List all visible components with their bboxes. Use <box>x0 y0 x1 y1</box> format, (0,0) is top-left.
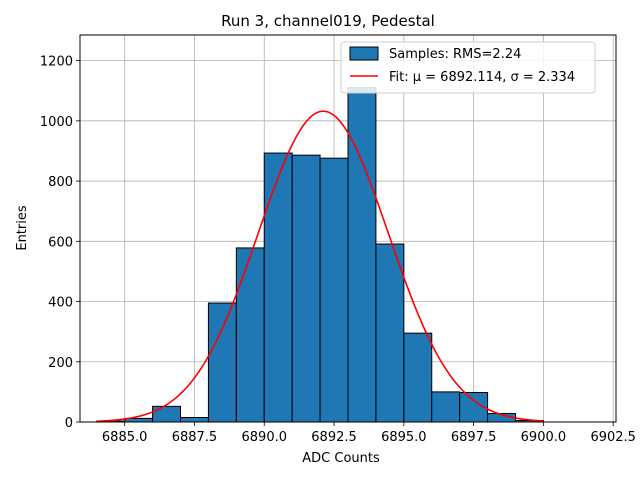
histogram-bar <box>347 87 377 423</box>
axes-frame <box>79 34 617 423</box>
histogram-bar <box>207 302 237 423</box>
y-tick-label: 1200 <box>40 55 73 70</box>
histogram-bar <box>152 405 181 423</box>
x-tick-label: 6892.5 <box>311 430 357 445</box>
histogram-bar <box>291 154 321 423</box>
fit-curve <box>96 110 544 423</box>
chart-title: Run 3, channel019, Pedestal <box>221 12 435 30</box>
histogram-bar <box>431 391 461 423</box>
x-tick-label: 6902.5 <box>590 430 636 445</box>
legend: Samples: RMS=2.24 Fit: μ = 6892.114, σ =… <box>340 41 596 94</box>
x-tick-label: 6895.0 <box>381 430 427 445</box>
legend-samples-label: Samples: RMS=2.24 <box>389 47 521 62</box>
legend-frame <box>340 41 596 94</box>
legend-samples-patch <box>349 46 379 61</box>
y-tick-label: 1000 <box>40 115 73 130</box>
y-tick-label: 200 <box>48 356 73 371</box>
y-axis-ticks: 0 200 400 600 800 1000 1200 <box>40 55 80 431</box>
x-tick-label: 6885.0 <box>102 430 148 445</box>
legend-fit-label: Fit: μ = 6892.114, σ = 2.334 <box>389 70 575 85</box>
histogram-bar <box>375 243 405 423</box>
x-axis-label: ADC Counts <box>302 451 380 466</box>
plot-area <box>79 34 617 423</box>
y-tick-label: 800 <box>48 175 73 190</box>
x-axis-ticks: 6885.0 6887.5 6890.0 6892.5 6895.0 6897.5 6900… <box>102 422 636 445</box>
histogram-bar <box>319 157 349 423</box>
x-tick-label: 6897.5 <box>451 430 497 445</box>
histogram-bar <box>403 332 433 423</box>
y-tick-label: 0 <box>65 416 73 431</box>
x-tick-label: 6890.0 <box>242 430 288 445</box>
histogram-bar <box>459 391 489 423</box>
x-tick-label: 6887.5 <box>172 430 218 445</box>
y-axis-label: Entries <box>15 205 30 251</box>
histogram-bar <box>180 416 209 423</box>
y-tick-label: 600 <box>48 235 73 250</box>
histogram-bar <box>235 247 265 423</box>
histogram-bar <box>263 152 293 423</box>
x-tick-label: 6900.0 <box>521 430 567 445</box>
y-tick-label: 400 <box>48 296 73 311</box>
histogram-bars <box>96 87 544 423</box>
